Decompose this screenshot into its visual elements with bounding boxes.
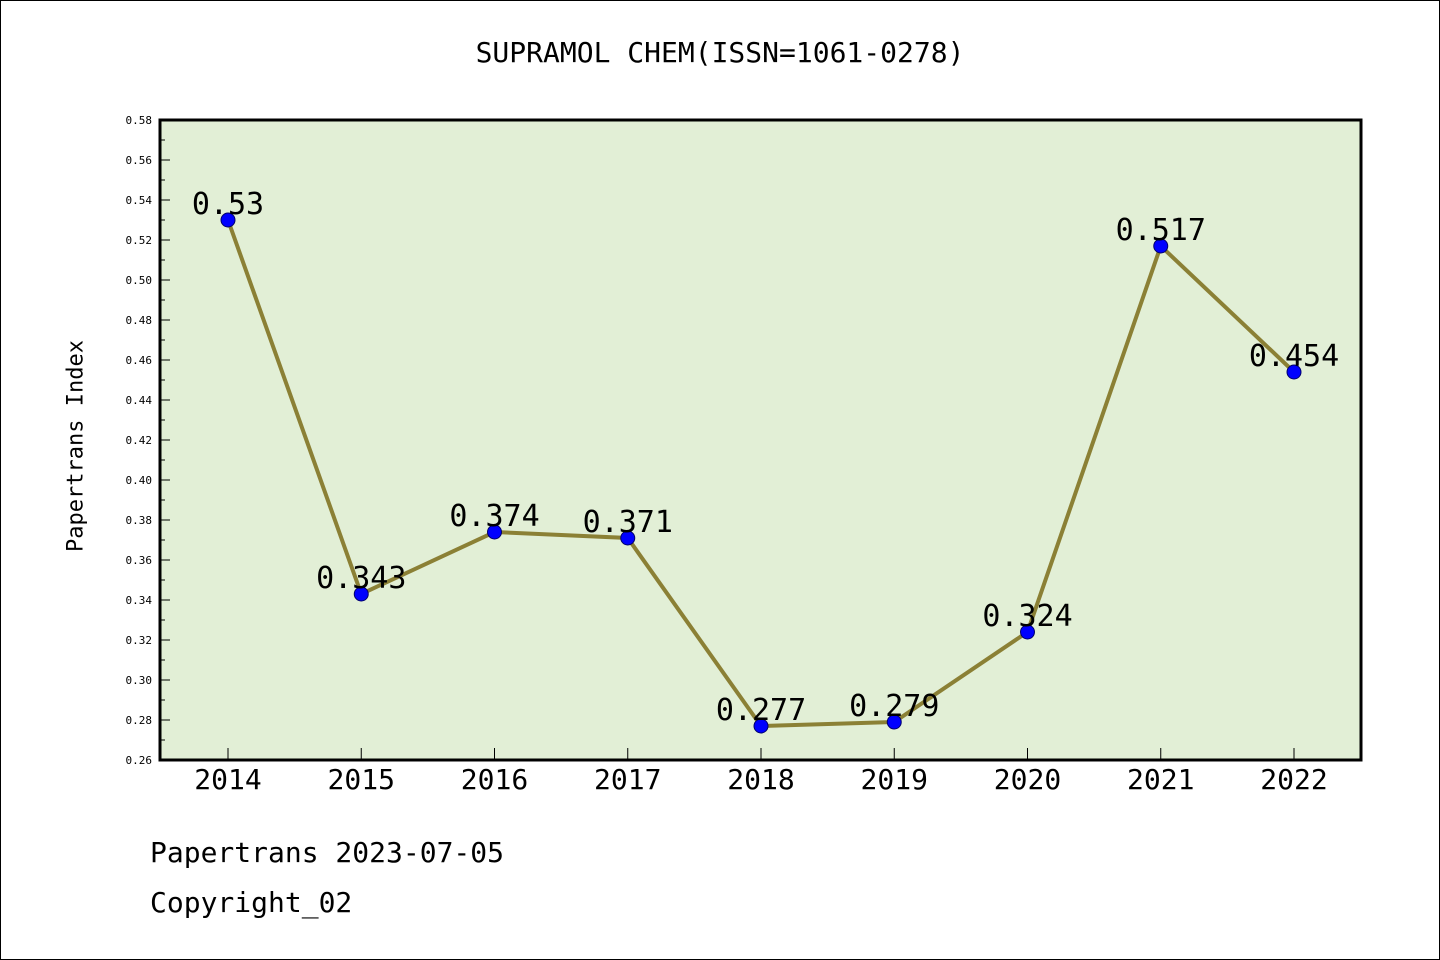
x-tick-label: 2014 xyxy=(194,763,261,796)
y-tick-label: 0.28 xyxy=(126,714,153,727)
y-axis-label: Papertrans Index xyxy=(63,340,89,552)
chart-title: SUPRAMOL CHEM(ISSN=1061-0278) xyxy=(475,36,965,69)
y-tick-label: 0.32 xyxy=(126,634,153,647)
data-label: 0.374 xyxy=(449,499,539,534)
x-tick-label: 2021 xyxy=(1127,763,1194,796)
x-tick-label: 2020 xyxy=(994,763,1061,796)
data-point xyxy=(886,714,902,730)
x-tick-label: 2015 xyxy=(328,763,395,796)
data-label: 0.343 xyxy=(316,561,406,596)
data-label: 0.371 xyxy=(583,505,673,540)
y-axis: 0.26 0.28 0.30 0.32 0.34 0.36 0.38 0.40 0.42 0.44… xyxy=(126,114,170,767)
y-tick-label: 0.46 xyxy=(126,354,153,367)
x-tick-label: 2018 xyxy=(727,763,794,796)
y-tick-label: 0.48 xyxy=(126,314,153,327)
data-point xyxy=(353,586,369,602)
y-tick-label: 0.36 xyxy=(126,554,153,567)
plot-border xyxy=(158,118,1363,762)
y-tick-label: 0.52 xyxy=(126,234,153,247)
data-point xyxy=(753,718,769,734)
data-label: 0.277 xyxy=(716,693,806,728)
data-point xyxy=(1020,624,1035,640)
data-label: 0.53 xyxy=(192,187,264,222)
x-axis: 2014 2015 2016 2017 2018 2019 2020 2021 2022 xyxy=(194,748,1328,796)
data-point xyxy=(487,524,502,540)
x-tick-label: 2016 xyxy=(461,763,528,796)
footer-date: Papertrans 2023-07-05 xyxy=(150,836,505,869)
y-tick-label: 0.54 xyxy=(126,194,153,207)
data-label: 0.279 xyxy=(849,689,939,724)
y-tick-label: 0.38 xyxy=(126,514,153,527)
y-tick-label: 0.30 xyxy=(126,674,153,687)
y-tick-label: 0.58 xyxy=(126,114,153,127)
data-point xyxy=(1153,238,1169,254)
data-markers xyxy=(220,212,1302,734)
x-tick-label: 2022 xyxy=(1260,763,1327,796)
data-label: 0.517 xyxy=(1116,213,1206,248)
y-tick-label: 0.40 xyxy=(126,474,153,487)
y-tick-label: 0.44 xyxy=(126,394,153,407)
data-label: 0.454 xyxy=(1249,339,1339,374)
data-labels: 0.53 0.343 0.374 0.371 0.277 0.279 0.324 0.517 0… xyxy=(192,187,1339,728)
data-label: 0.324 xyxy=(982,599,1072,634)
footer-copyright: Copyright_02 xyxy=(150,886,353,919)
x-tick-label: 2017 xyxy=(594,763,661,796)
y-tick-label: 0.42 xyxy=(126,434,153,447)
data-point xyxy=(1286,364,1302,380)
y-tick-label: 0.26 xyxy=(126,754,153,767)
y-tick-label: 0.56 xyxy=(126,154,153,167)
y-tick-label: 0.50 xyxy=(126,274,153,287)
plot-area xyxy=(160,120,1361,760)
x-tick-label: 2019 xyxy=(861,763,928,796)
data-point xyxy=(620,530,636,546)
data-point xyxy=(220,212,236,228)
y-tick-label: 0.34 xyxy=(126,594,153,607)
